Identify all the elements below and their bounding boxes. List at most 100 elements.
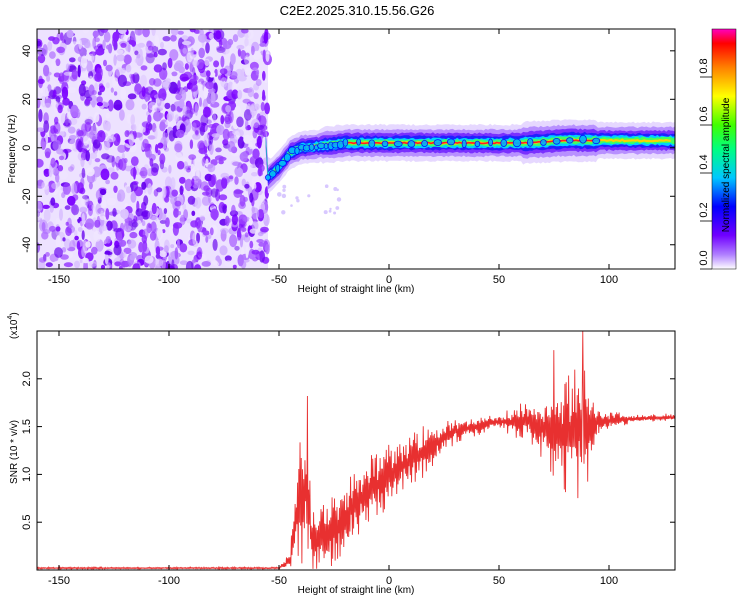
spec-xtick-label: 0 <box>386 274 392 286</box>
scatter-dot <box>290 204 293 207</box>
snr-ylabel: SNR (10 * v/v) <box>9 420 20 484</box>
scatter-dot <box>282 188 286 192</box>
noise-blob <box>53 121 61 135</box>
noise-blob <box>249 240 254 249</box>
noise-blob <box>67 87 77 94</box>
snr-xlabel: Height of straight line (km) <box>298 585 415 596</box>
noise-blob <box>177 160 185 170</box>
noise-blob <box>192 60 199 67</box>
noise-blob <box>191 178 195 186</box>
noise-blob <box>237 75 247 82</box>
noise-blob <box>96 102 103 107</box>
scatter-dot <box>281 210 286 215</box>
noise-blob <box>182 47 187 54</box>
noise-blob <box>248 141 253 150</box>
noise-blob <box>187 250 195 256</box>
noise-blob <box>100 264 106 269</box>
signal-blob <box>421 139 429 147</box>
signal-blob <box>540 139 547 146</box>
noise-blob <box>151 202 157 215</box>
noise-blob <box>110 171 119 180</box>
noise-blob <box>218 159 224 165</box>
noise-blob <box>77 227 83 232</box>
noise-blob <box>128 40 136 45</box>
noise-blob <box>224 215 230 227</box>
noise-blob <box>43 120 50 133</box>
scatter-dot <box>336 197 342 202</box>
scatter-dot <box>296 199 300 203</box>
noise-blob <box>171 71 178 77</box>
noise-blob <box>192 133 201 140</box>
noise-blob <box>210 174 217 186</box>
noise-blob <box>157 48 167 56</box>
noise-blob <box>103 31 111 43</box>
noise-blob <box>156 98 165 110</box>
scatter-dot <box>329 207 332 211</box>
noise-blob <box>167 57 173 69</box>
noise-blob <box>105 121 111 132</box>
noise-blob <box>193 158 197 166</box>
scatter-dot <box>282 184 287 189</box>
noise-blob <box>71 69 79 80</box>
noise-blob <box>117 189 126 202</box>
noise-blob <box>45 252 50 257</box>
noise-blob <box>102 39 106 50</box>
signal-blob <box>592 137 601 145</box>
noise-blob <box>55 226 61 232</box>
noise-blob <box>116 230 123 243</box>
noise-blob <box>177 211 182 216</box>
noise-blob <box>119 266 123 269</box>
noise-blob <box>170 34 177 42</box>
noise-blob <box>198 250 202 257</box>
noise-blob <box>236 116 244 128</box>
spectrogram-ylabel: Frequency (Hz) <box>7 115 18 184</box>
noise-blob <box>216 46 226 54</box>
noise-blob <box>162 62 167 71</box>
noise-blob <box>74 230 78 237</box>
noise-blob <box>130 192 137 203</box>
noise-blob <box>198 142 206 154</box>
snr-scale-base: (x10 <box>9 319 20 339</box>
noise-blob <box>187 195 196 205</box>
noise-blob <box>174 60 184 70</box>
noise-blob <box>218 194 228 201</box>
noise-blob <box>216 124 225 136</box>
noise-blob <box>74 260 80 269</box>
noise-blob <box>93 230 102 242</box>
noise-blob <box>209 227 214 236</box>
noise-blob <box>58 131 65 137</box>
noise-blob <box>64 238 71 249</box>
noise-blob <box>252 148 260 160</box>
noise-blob <box>183 161 189 171</box>
noise-blob <box>251 220 259 231</box>
noise-blob <box>237 48 241 57</box>
noise-blob <box>253 92 259 100</box>
noise-blob <box>257 164 262 177</box>
noise-blob <box>168 81 178 94</box>
noise-blob <box>182 40 192 46</box>
spectrogram-xlabel: Height of straight line (km) <box>298 284 415 295</box>
signal-blob <box>393 140 403 148</box>
noise-blob <box>65 226 72 237</box>
noise-blob <box>147 114 152 124</box>
noise-blob <box>137 29 142 36</box>
noise-blob <box>159 219 167 224</box>
noise-blob <box>249 134 254 142</box>
noise-blob <box>248 29 254 40</box>
signal-blob <box>407 140 416 148</box>
noise-blob <box>138 215 143 220</box>
noise-blob <box>130 73 136 85</box>
noise-blob <box>147 45 154 51</box>
noise-blob <box>47 41 53 52</box>
noise-blob <box>233 130 241 140</box>
noise-blob <box>66 29 74 39</box>
snr-xtick-label: -50 <box>271 575 287 587</box>
noise-blob <box>60 32 64 41</box>
noise-blob <box>112 133 121 147</box>
snr-ytick-label: 1.0 <box>21 467 33 482</box>
noise-blob <box>229 234 238 248</box>
noise-blob <box>86 60 93 73</box>
noise-blob <box>253 120 259 129</box>
noise-blob <box>134 186 143 197</box>
noise-blob <box>100 210 104 217</box>
